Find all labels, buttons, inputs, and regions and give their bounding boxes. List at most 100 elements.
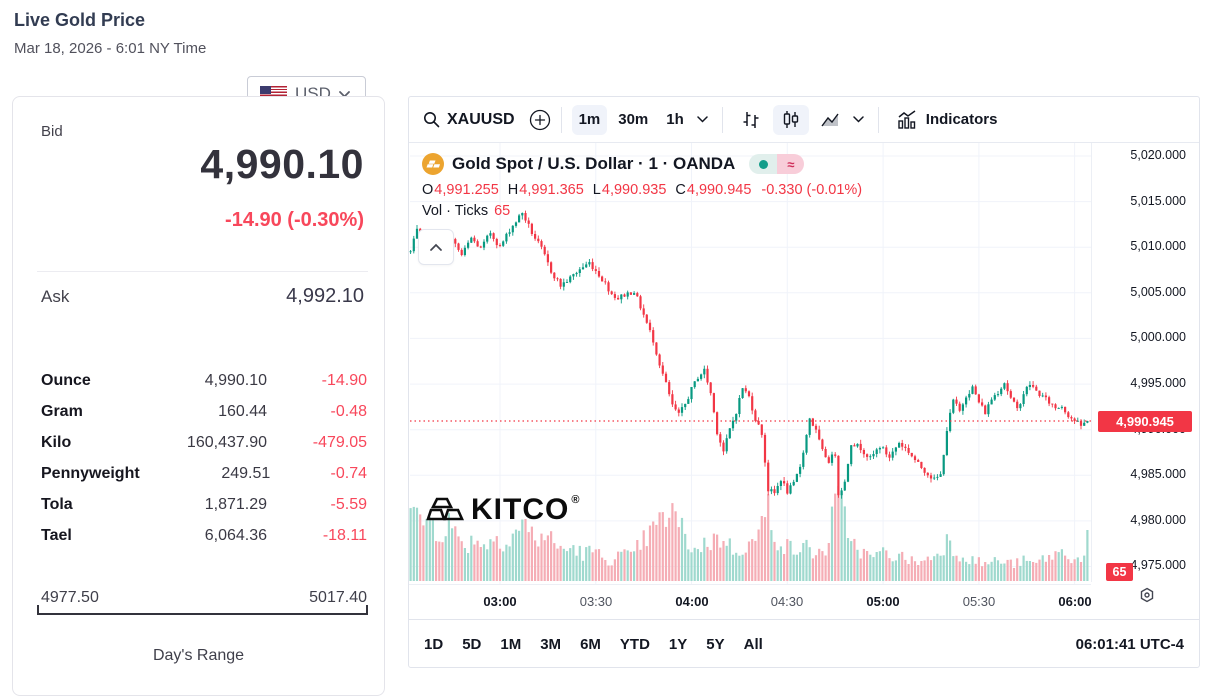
unit-label: Tael bbox=[41, 526, 72, 544]
price-axis-label: 5,015.000 bbox=[1130, 194, 1186, 208]
legend-collapse-button[interactable] bbox=[418, 229, 454, 265]
search-icon[interactable] bbox=[423, 111, 440, 128]
kitco-logo-icon bbox=[426, 497, 465, 521]
price-axis-label: 5,020.000 bbox=[1130, 148, 1186, 162]
price-axis-separator bbox=[1091, 143, 1092, 582]
instrument-title[interactable]: Gold Spot / U.S. Dollar · 1 · OANDA bbox=[452, 154, 736, 173]
unit-change: -18.11 bbox=[322, 526, 367, 544]
unit-change: -5.59 bbox=[330, 495, 367, 513]
table-row: Kilo 160,437.90 -479.05 bbox=[41, 427, 367, 458]
ask-value: 4,992.10 bbox=[286, 285, 364, 307]
unit-value: 4,990.10 bbox=[204, 371, 267, 389]
unit-change: -479.05 bbox=[312, 433, 367, 451]
time-axis[interactable]: 03:00 03:30 04:00 04:30 05:00 05:30 06:00 bbox=[409, 584, 1092, 619]
range-button-1M[interactable]: 1M bbox=[500, 635, 522, 653]
unit-label: Ounce bbox=[41, 371, 91, 389]
time-axis-label: 06:00 bbox=[1058, 594, 1092, 609]
price-axis[interactable]: 5,020.000 5,015.000 5,010.000 5,005.000 5,00… bbox=[1091, 97, 1201, 617]
chart-panel: XAUUSD 1m 30m 1h Indicators bbox=[408, 96, 1200, 668]
price-axis-label: 5,000.000 bbox=[1130, 330, 1186, 344]
interval-button-1m[interactable]: 1m bbox=[571, 104, 608, 135]
unit-price-table: Ounce 4,990.10 -14.90 Gram 160.44 -0.48 Ki… bbox=[41, 365, 367, 551]
unit-change: -0.48 bbox=[330, 402, 367, 420]
price-axis-label: 4,980.000 bbox=[1130, 513, 1186, 527]
range-button-5Y[interactable]: 5Y bbox=[706, 635, 725, 653]
interval-buttons: 1m 30m 1h bbox=[571, 104, 691, 135]
ohlc-change: -0.330 (-0.01%) bbox=[761, 182, 863, 198]
table-row: Ounce 4,990.10 -14.90 bbox=[41, 365, 367, 396]
day-range-bracket bbox=[37, 605, 368, 615]
clock[interactable]: 06:01:41 UTC-4 bbox=[1075, 635, 1184, 653]
market-status-dot-icon[interactable] bbox=[749, 154, 778, 174]
range-button-3M[interactable]: 3M bbox=[540, 635, 562, 653]
divider bbox=[37, 271, 368, 272]
range-button-All[interactable]: All bbox=[743, 635, 763, 653]
time-axis-label: 05:30 bbox=[962, 594, 996, 609]
interval-button-1h[interactable]: 1h bbox=[659, 105, 691, 135]
time-axis-label: 04:30 bbox=[770, 594, 804, 609]
price-axis-label: 4,995.000 bbox=[1130, 376, 1186, 390]
ohlc-item: H4,991.365 bbox=[507, 182, 584, 198]
toolbar-separator bbox=[560, 106, 562, 133]
volume-label: Vol · Ticks bbox=[422, 203, 489, 219]
price-scale-settings-icon[interactable] bbox=[1138, 586, 1156, 604]
ohlc-values: O4,991.255 H4,991.365 L4,990.935 C4,990.945… bbox=[422, 182, 862, 198]
volume-row: Vol · Ticks 65 bbox=[422, 203, 862, 219]
area-style-icon bbox=[821, 113, 839, 126]
time-axis-label: 05:00 bbox=[866, 594, 900, 609]
price-axis-label: 4,975.000 bbox=[1130, 558, 1186, 572]
bid-change: -14.90 (-0.30%) bbox=[225, 209, 364, 231]
market-status: ≈ bbox=[749, 154, 805, 174]
indicators-label: Indicators bbox=[925, 111, 998, 128]
chart-bottom-bar: 1D 5D 1M 3M 6M YTD 1Y 5Y All 06:01:41 UTC-4 bbox=[409, 619, 1199, 668]
table-row: Gram 160.44 -0.48 bbox=[41, 396, 367, 427]
day-range-caption: Day's Range bbox=[152, 647, 245, 664]
page-title: Live Gold Price bbox=[14, 10, 146, 30]
interval-dropdown-icon[interactable] bbox=[697, 116, 708, 123]
registered-mark: ® bbox=[571, 494, 580, 506]
volume-value: 65 bbox=[494, 203, 511, 219]
area-style-button[interactable] bbox=[813, 105, 849, 135]
indicators-icon bbox=[898, 109, 916, 129]
gold-instrument-icon bbox=[422, 153, 444, 175]
kitco-watermark-text: KITCO bbox=[471, 493, 570, 526]
range-button-1D[interactable]: 1D bbox=[424, 635, 444, 653]
time-axis-label: 04:00 bbox=[675, 594, 709, 609]
date-range-buttons: 1D 5D 1M 3M 6M YTD 1Y 5Y All bbox=[424, 636, 763, 653]
quote-card: Bid 4,990.10 -14.90 (-0.30%) Ask 4,992.1… bbox=[12, 96, 385, 696]
time-axis-label: 03:00 bbox=[483, 594, 517, 609]
page-subtitle: Mar 18, 2026 - 6:01 NY Time bbox=[14, 40, 207, 57]
range-button-YTD[interactable]: YTD bbox=[619, 635, 650, 653]
indicators-button[interactable]: Indicators bbox=[889, 105, 1005, 135]
chart-legend: Gold Spot / U.S. Dollar · 1 · OANDA ≈ O4… bbox=[422, 153, 862, 219]
bars-style-icon bbox=[743, 111, 759, 128]
unit-change: -14.90 bbox=[321, 371, 367, 389]
range-button-1Y[interactable]: 1Y bbox=[668, 635, 688, 653]
bars-style-button[interactable] bbox=[733, 105, 769, 135]
last-price-badge: 4,990.945 bbox=[1098, 411, 1192, 432]
range-button-5D[interactable]: 5D bbox=[462, 635, 482, 653]
unit-label: Pennyweight bbox=[41, 464, 140, 482]
table-row: Tael 6,064.36 -18.11 bbox=[41, 520, 367, 551]
market-status-approx-icon[interactable]: ≈ bbox=[777, 154, 805, 174]
style-dropdown-icon[interactable] bbox=[853, 116, 864, 123]
table-row: Pennyweight 249.51 -0.74 bbox=[41, 458, 367, 489]
interval-button-30m[interactable]: 30m bbox=[611, 105, 655, 135]
price-axis-label: 4,985.000 bbox=[1130, 467, 1186, 481]
bid-value: 4,990.10 bbox=[200, 141, 364, 187]
unit-change: -0.74 bbox=[330, 464, 367, 482]
range-button-6M[interactable]: 6M bbox=[580, 635, 601, 653]
candles-style-button[interactable] bbox=[772, 104, 809, 135]
unit-value: 1,871.29 bbox=[204, 495, 267, 513]
unit-label: Kilo bbox=[41, 433, 72, 451]
toolbar-separator bbox=[721, 106, 723, 133]
day-range-high: 5017.40 bbox=[309, 589, 367, 606]
price-axis-label: 5,005.000 bbox=[1130, 285, 1186, 299]
compare-plus-icon[interactable] bbox=[529, 109, 551, 131]
symbol-search-button[interactable]: XAUUSD bbox=[447, 110, 515, 128]
unit-label: Gram bbox=[41, 402, 83, 420]
bid-label: Bid bbox=[41, 123, 63, 140]
last-volume-badge: 65 bbox=[1106, 563, 1133, 581]
time-axis-label: 03:30 bbox=[579, 594, 613, 609]
day-range-low: 4977.50 bbox=[41, 589, 99, 606]
